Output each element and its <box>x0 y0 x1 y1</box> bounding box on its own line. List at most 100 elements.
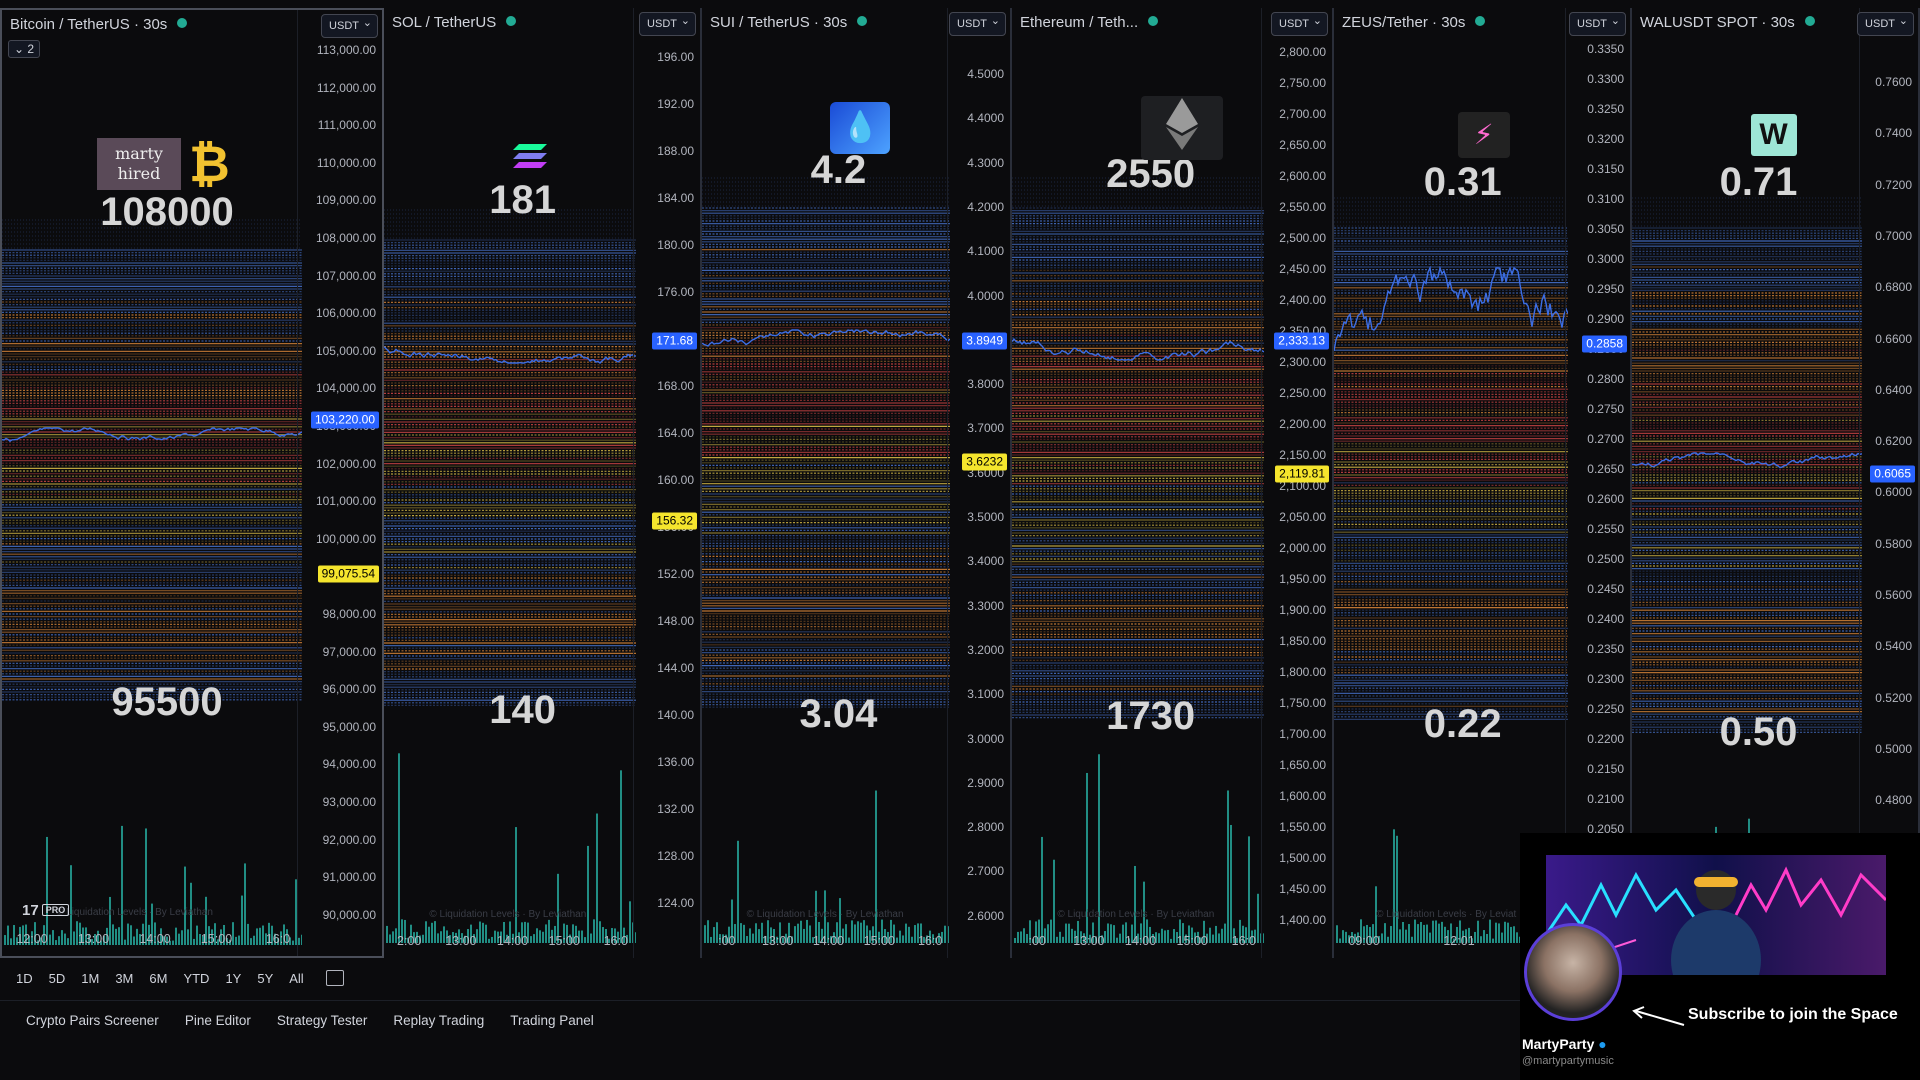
price-tick: 104,000.00 <box>315 381 376 396</box>
price-tick: 0.3300 <box>1587 72 1624 86</box>
price-label: 171.68 <box>652 332 697 350</box>
promo-overlay: Subscribe to join the Space MartyParty ●… <box>1520 833 1920 1080</box>
time-tick: :00 <box>718 934 736 948</box>
price-axis[interactable]: USDT 4.5000 4.4000 4.3000 4.2000 4.1000 4.0000… <box>947 8 1010 958</box>
status-dot-icon <box>857 16 868 26</box>
price-tick: 0.2300 <box>1587 672 1624 686</box>
chart-panel-wal[interactable]: WALUSDT SPOT · 30s USDT 0.7600 0.7400 0.7200… <box>1632 8 1920 958</box>
bitcoin-logo-icon: marty hired ₿ <box>97 138 230 190</box>
price-tick: 2.9000 <box>967 775 1004 790</box>
tab-trading-panel[interactable]: Trading Panel <box>510 1012 594 1028</box>
price-tick: 4.3000 <box>967 155 1004 170</box>
currency-select[interactable]: USDT <box>321 12 378 38</box>
price-tick: 0.3000 <box>1587 252 1624 266</box>
timeframe-3m[interactable]: 3M <box>115 970 134 986</box>
price-axis[interactable]: USDT 2,800.00 2,750.00 2,700.00 2,650.00 2,60… <box>1261 8 1332 958</box>
price-tick: 4.0000 <box>967 288 1004 303</box>
price-tick: 0.2600 <box>1587 492 1624 506</box>
price-tick: 4.1000 <box>967 244 1004 259</box>
plot-area[interactable] <box>1632 8 1862 958</box>
timeframe-1y[interactable]: 1Y <box>225 970 242 986</box>
symbol-title[interactable]: SUI / TetherUS · 30s <box>710 14 868 31</box>
timeframe-5d[interactable]: 5D <box>48 970 66 986</box>
price-tick: 112,000.00 <box>316 80 376 95</box>
calendar-icon[interactable] <box>325 970 344 986</box>
plot-area[interactable] <box>1334 8 1568 958</box>
price-tick: 2,300.00 <box>1279 355 1326 369</box>
time-axis[interactable]: 12:00 13:00 14:00 15:00 16:0 <box>2 932 302 952</box>
timeframe-all[interactable]: All <box>289 970 304 986</box>
symbol-title[interactable]: Ethereum / Teth... <box>1020 14 1159 31</box>
avatar[interactable] <box>1524 923 1622 1021</box>
time-axis[interactable]: 2:00 13:00 14:00 15:00 16:0 <box>384 934 636 954</box>
time-axis[interactable]: 09:00 12:01 <box>1334 934 1568 954</box>
plot-area[interactable] <box>2 10 302 958</box>
currency-select[interactable]: USDT <box>1569 10 1626 36</box>
chart-panel-sol[interactable]: SOL / TetherUS USDT 196.00 192.00 188.00 184.… <box>384 8 702 958</box>
time-tick: 12:00 <box>16 932 48 946</box>
level-low-label: 3.04 <box>799 692 878 736</box>
chart-panel-sui[interactable]: SUI / TetherUS · 30s USDT 4.5000 4.4000 4.30… <box>702 8 1012 958</box>
tab-crypto-pairs-screener[interactable]: Crypto Pairs Screener <box>26 1012 159 1028</box>
price-tick: 3.8000 <box>967 377 1004 392</box>
status-dot-icon <box>506 16 517 26</box>
price-tick: 0.5800 <box>1875 536 1912 551</box>
price-tick: 188.00 <box>657 144 694 158</box>
level-high-label: 108000 <box>100 190 234 234</box>
price-tick: 0.3250 <box>1587 102 1624 116</box>
price-label: 99,075.54 <box>317 565 379 583</box>
chart-panel-btc[interactable]: Bitcoin / TetherUS · 30s ⌄ 2 USDT 113,000.0… <box>0 8 384 958</box>
tab-strategy-tester[interactable]: Strategy Tester <box>276 1012 368 1028</box>
sui-logo-icon: 💧 <box>830 102 891 154</box>
price-tick: 98,000.00 <box>322 607 376 621</box>
symbol-title[interactable]: WALUSDT SPOT · 30s <box>1640 14 1815 31</box>
price-tick: 1,450.00 <box>1279 882 1326 896</box>
currency-select[interactable]: USDT <box>1857 10 1914 36</box>
level-low-label: 0.22 <box>1423 702 1502 746</box>
price-tick: 184.00 <box>657 191 694 205</box>
price-tick: 164.00 <box>657 426 694 440</box>
price-axis[interactable]: USDT 113,000.00 112,000.00 111,000.00 110,00… <box>297 10 382 956</box>
symbol-title[interactable]: Bitcoin / TetherUS · 30s <box>10 16 188 33</box>
time-axis[interactable]: :00 13:00 14:00 15:00 16:0 <box>702 934 950 954</box>
price-tick: 0.2450 <box>1587 582 1624 596</box>
price-tick: 1,850.00 <box>1279 634 1326 648</box>
chart-panel-eth[interactable]: Ethereum / Teth... USDT 2,800.00 2,750.00 2,… <box>1012 8 1334 958</box>
price-label: 0.2858 <box>1582 335 1627 353</box>
timeframe-1d[interactable]: 1D <box>16 970 33 986</box>
tab-pine-editor[interactable]: Pine Editor <box>184 1012 251 1028</box>
symbol-title[interactable]: SOL / TetherUS <box>392 14 517 31</box>
timeframe-6m[interactable]: 6M <box>149 970 168 986</box>
timeframe-1m[interactable]: 1M <box>81 970 100 986</box>
indicator-count-badge[interactable]: ⌄ 2 <box>8 40 41 58</box>
price-axis[interactable]: USDT 196.00 192.00 188.00 184.00 180.00 176.00… <box>633 8 700 958</box>
price-line <box>702 329 950 347</box>
timeframe-ytd[interactable]: YTD <box>183 970 210 986</box>
tab-replay-trading[interactable]: Replay Trading <box>393 1012 485 1028</box>
subscribe-text[interactable]: Subscribe to join the Space <box>1688 1006 1898 1023</box>
price-axis[interactable]: USDT 0.7600 0.7400 0.7200 0.7000 0.6800 0.6600… <box>1857 8 1918 958</box>
price-tick: 0.6600 <box>1875 331 1912 346</box>
price-label: 2,333.13 <box>1274 332 1329 350</box>
price-tick: 0.7200 <box>1875 177 1912 192</box>
indicator-watermark: © Liquidation Levels · By Leviathan <box>1057 909 1215 920</box>
price-axis[interactable]: USDT 0.3350 0.3300 0.3250 0.3200 0.3150 0.3100… <box>1565 8 1630 958</box>
currency-select[interactable]: USDT <box>639 10 696 36</box>
zeus-logo-icon: ⚡ <box>1457 112 1510 158</box>
plot-area[interactable] <box>384 8 636 958</box>
symbol-title[interactable]: ZEUS/Tether · 30s <box>1342 14 1486 31</box>
price-line <box>1334 265 1568 352</box>
currency-select[interactable]: USDT <box>949 10 1006 36</box>
price-tick: 0.7600 <box>1875 75 1912 89</box>
currency-select[interactable]: USDT <box>1271 10 1328 36</box>
price-tick: 0.3100 <box>1587 192 1624 206</box>
price-tick: 1,700.00 <box>1279 727 1326 741</box>
time-axis[interactable]: :00 13:00 14:00 15:00 16:0 <box>1012 934 1264 954</box>
timeframe-5y[interactable]: 5Y <box>257 970 274 986</box>
plot-area[interactable] <box>702 8 950 958</box>
chart-panel-zeus[interactable]: ZEUS/Tether · 30s USDT 0.3350 0.3300 0.3250 0… <box>1334 8 1632 958</box>
price-label: 3.6232 <box>962 453 1007 471</box>
price-tick: 0.2800 <box>1587 372 1624 386</box>
plot-area[interactable] <box>1012 8 1264 958</box>
price-tick: 0.4800 <box>1875 793 1912 808</box>
